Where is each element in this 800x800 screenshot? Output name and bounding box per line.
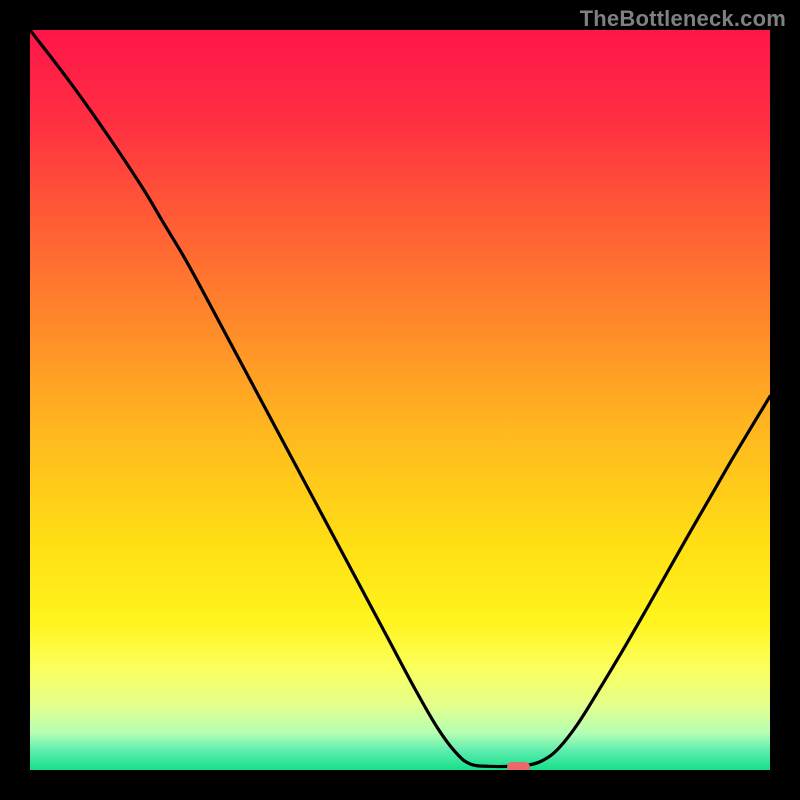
optimal-point-marker (507, 762, 531, 770)
curve-path (30, 30, 770, 767)
bottleneck-curve (30, 30, 770, 770)
plot-area (30, 30, 770, 770)
chart-frame: TheBottleneck.com (0, 0, 800, 800)
watermark-text: TheBottleneck.com (580, 6, 786, 32)
